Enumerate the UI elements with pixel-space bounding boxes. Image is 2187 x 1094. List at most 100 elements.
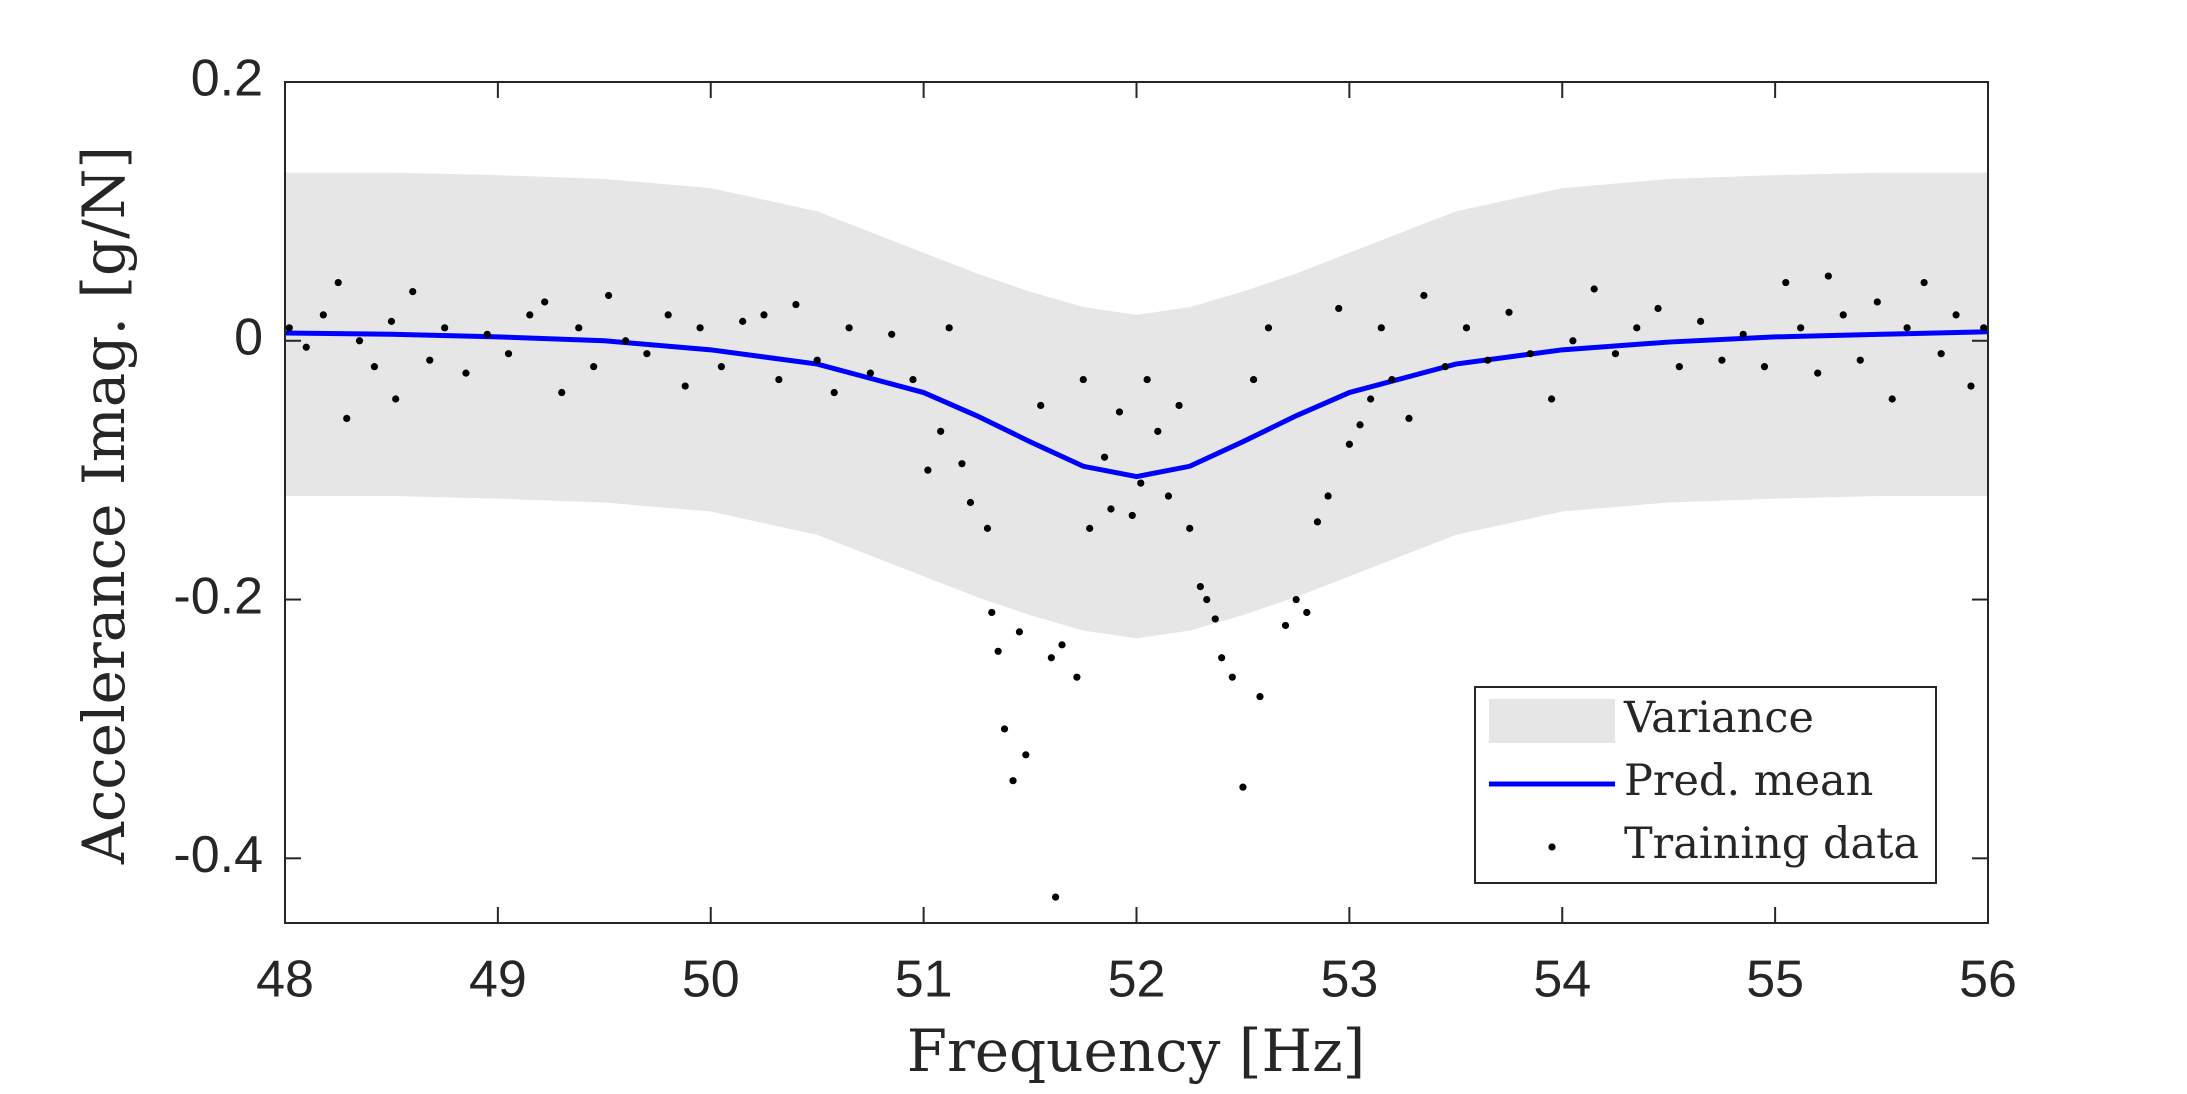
data-point [392, 395, 400, 403]
data-point [1292, 595, 1300, 604]
data-point [1015, 628, 1024, 636]
data-point [590, 363, 598, 371]
data-point [1718, 356, 1726, 364]
data-point [1633, 324, 1641, 332]
data-point [760, 311, 768, 319]
data-point [1175, 401, 1183, 410]
data-point [1824, 272, 1832, 280]
data-point [1303, 608, 1311, 617]
legend-label: Pred. mean [1624, 756, 1873, 806]
data-point [604, 291, 613, 300]
data-point [1654, 304, 1662, 313]
legend-label: Variance [1623, 693, 1814, 743]
data-point [387, 317, 396, 325]
data-point [1037, 401, 1045, 410]
data-point [1526, 350, 1534, 358]
data-point [775, 375, 783, 384]
data-point [1345, 440, 1353, 448]
data-point [1873, 298, 1881, 306]
data-point [958, 460, 966, 468]
data-point [1086, 524, 1094, 532]
data-point [1814, 369, 1822, 377]
data-point [945, 324, 953, 332]
data-point [866, 369, 875, 377]
data-point [426, 356, 434, 364]
data-point [1313, 518, 1322, 526]
data-point [343, 414, 351, 422]
data-point [1903, 324, 1911, 332]
data-point [1154, 427, 1162, 435]
data-point [526, 311, 534, 319]
data-point [1164, 492, 1173, 500]
data-point [334, 278, 342, 287]
data-point [1052, 893, 1060, 901]
x-axis-label: Frequency [Hz] [907, 1017, 1366, 1085]
data-point [1484, 356, 1492, 364]
data-point [1675, 363, 1683, 371]
data-point [717, 363, 725, 371]
data-point [845, 324, 853, 332]
data-point [909, 375, 917, 384]
data-point [1405, 414, 1413, 422]
x-tick-label: 49 [469, 951, 527, 1009]
data-point [558, 388, 566, 397]
data-point [302, 343, 310, 351]
data-point [1239, 783, 1247, 791]
data-point [813, 356, 821, 364]
data-point [1218, 654, 1226, 662]
x-tick-label: 55 [1746, 951, 1804, 1009]
data-point [1888, 395, 1896, 403]
data-point [1009, 777, 1017, 785]
y-tick-label: 0.2 [191, 50, 263, 108]
data-point [1856, 356, 1864, 364]
data-point [696, 324, 704, 332]
legend: Variance Pred. mean Training data [1474, 686, 1937, 884]
data-point [1079, 375, 1087, 384]
data-point [1137, 479, 1145, 487]
data-point [622, 337, 630, 345]
data-point [1462, 324, 1471, 332]
data-point [1980, 324, 1988, 332]
x-tick-label: 56 [1959, 951, 2017, 1009]
data-point [462, 369, 470, 377]
data-point [1611, 350, 1620, 358]
y-tick-label: 0 [234, 309, 263, 367]
data-point [1022, 751, 1030, 759]
x-tick-label: 52 [1108, 951, 1166, 1009]
data-point [1937, 350, 1945, 358]
data-point [1782, 278, 1790, 287]
data-point [1590, 285, 1598, 293]
y-tick-label: -0.4 [173, 826, 263, 884]
data-point [1186, 524, 1194, 532]
data-point [370, 363, 379, 371]
x-tick-label: 54 [1533, 951, 1591, 1009]
data-point [924, 466, 932, 474]
data-point [1505, 308, 1513, 316]
data-point [1264, 324, 1273, 332]
data-point [1920, 278, 1928, 287]
data-point [792, 300, 800, 309]
x-tick-label: 53 [1320, 951, 1378, 1009]
variance-band [285, 172, 1988, 639]
data-point [681, 382, 689, 390]
x-tick-label: 50 [682, 951, 740, 1009]
data-point [1324, 492, 1332, 500]
data-point [1967, 382, 1975, 390]
data-point [1548, 395, 1556, 403]
data-point [1203, 595, 1211, 604]
data-point [1196, 583, 1204, 591]
data-point [1760, 363, 1769, 371]
data-point [285, 324, 293, 332]
data-point [409, 288, 417, 296]
data-point [1388, 375, 1396, 384]
data-point [739, 317, 747, 325]
data-point [575, 324, 583, 332]
data-point [1797, 324, 1805, 332]
y-tick-label: -0.2 [173, 567, 263, 625]
data-point [1058, 641, 1066, 649]
data-point [888, 330, 896, 338]
data-point [1739, 330, 1747, 338]
data-point [1367, 395, 1375, 403]
data-point [966, 498, 975, 507]
